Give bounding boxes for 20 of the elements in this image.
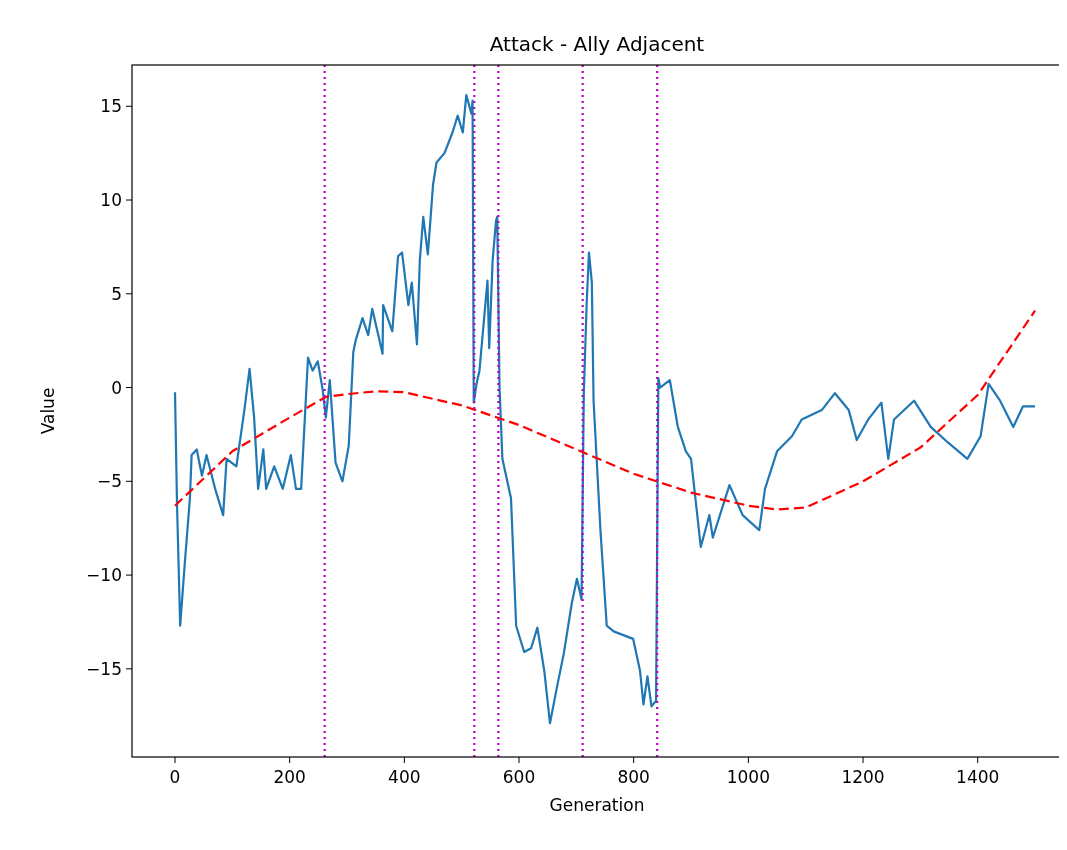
x-tick-label: 800 — [617, 767, 650, 787]
x-tick-label: 200 — [273, 767, 306, 787]
x-tick-label: 1400 — [956, 767, 1000, 787]
x-tick-label: 400 — [388, 767, 421, 787]
line-series — [173, 93, 1037, 725]
x-tick-label: 1000 — [726, 767, 770, 787]
x-tick-label: 600 — [502, 767, 536, 787]
y-tick-label: 0 — [111, 377, 122, 398]
x-tick-label: 1200 — [841, 767, 885, 787]
y-tick-label: −15 — [86, 658, 122, 679]
y-tick-label: −5 — [96, 471, 122, 492]
chart-title: Attack - Ally Adjacent — [489, 32, 705, 56]
y-tick-label: 15 — [100, 96, 122, 117]
y-axis-title: Value — [38, 387, 58, 435]
y-tick-label: 5 — [111, 283, 122, 304]
line-series — [173, 309, 1037, 511]
x-axis-title: Generation — [549, 795, 645, 815]
y-tick-label: 10 — [100, 189, 122, 210]
y-tick-label: −10 — [86, 565, 122, 586]
x-tick-label: 0 — [169, 767, 181, 787]
